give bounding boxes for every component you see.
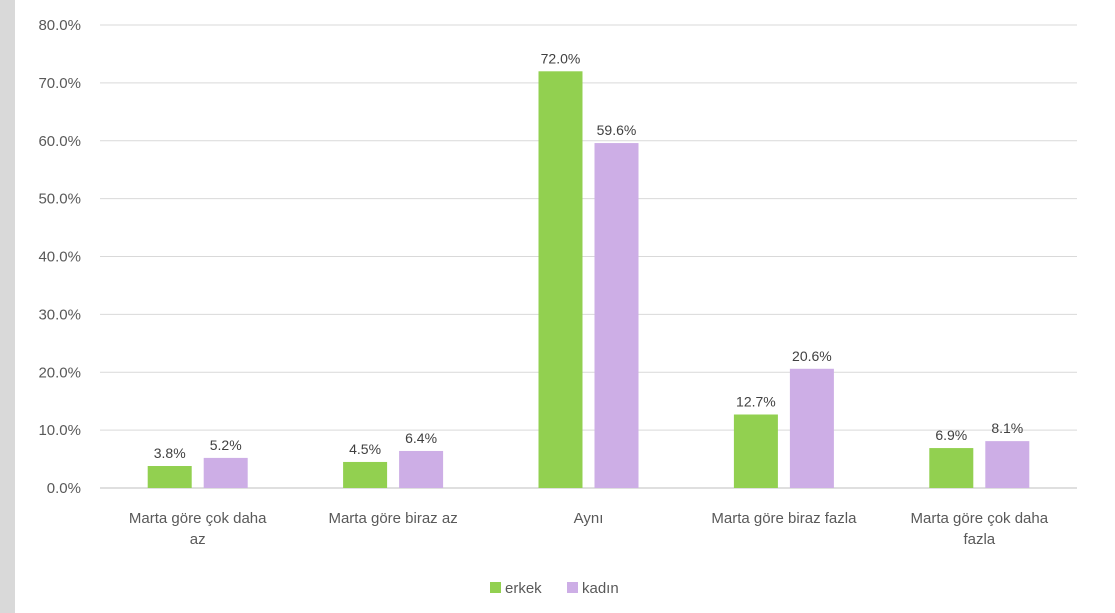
bar-kadın-1 <box>399 451 443 488</box>
y-tick-label: 30.0% <box>38 306 81 323</box>
bar-erkek-3 <box>734 414 778 488</box>
y-tick-label: 40.0% <box>38 249 81 266</box>
legend-label-kadın: kadın <box>582 580 619 597</box>
bar-erkek-1 <box>343 462 387 488</box>
y-axis-ticks: 0.0% 10.0% 20.0% 30.0% 40.0% 50.0% 60.0% 70.0% 8… <box>38 17 81 497</box>
data-label: 4.5% <box>349 441 381 457</box>
legend-label-erkek: erkek <box>505 580 542 597</box>
category-label: Marta göre biraz az <box>328 510 457 527</box>
category-label: Marta göre biraz fazla <box>711 510 857 527</box>
bar-erkek-0 <box>148 466 192 488</box>
y-tick-label: 80.0% <box>38 17 81 34</box>
bar-chart: 0.0% 10.0% 20.0% 30.0% 40.0% 50.0% 60.0% 70.0% 8… <box>15 0 1115 613</box>
category-label: Marta göre çok daha az <box>129 510 267 548</box>
data-label: 12.7% <box>736 393 776 409</box>
category-label: Aynı <box>574 510 604 527</box>
y-tick-label: 50.0% <box>38 191 81 208</box>
y-tick-label: 20.0% <box>38 364 81 381</box>
bar-kadın-2 <box>595 143 639 488</box>
chart-area: 0.0% 10.0% 20.0% 30.0% 40.0% 50.0% 60.0% 70.0% 8… <box>15 0 1115 613</box>
category-label: Marta göre çok daha fazla <box>911 510 1049 548</box>
bar-erkek-4 <box>929 448 973 488</box>
legend-swatch-kadın <box>567 582 578 593</box>
legend: erkek kadın <box>490 580 619 597</box>
data-label: 5.2% <box>210 437 242 453</box>
data-label: 59.6% <box>597 122 637 138</box>
bar-kadın-3 <box>790 369 834 488</box>
data-label: 6.4% <box>405 430 437 446</box>
y-tick-label: 70.0% <box>38 75 81 92</box>
bar-kadın-0 <box>204 458 248 488</box>
gridlines <box>100 25 1077 488</box>
legend-swatch-erkek <box>490 582 501 593</box>
bar-erkek-2 <box>539 71 583 488</box>
data-label: 6.9% <box>935 427 967 443</box>
data-labels: 3.8% 5.2% 4.5% 6.4% 72.0% 59.6% 12.7% 20.6% 6.9%… <box>154 50 1024 461</box>
y-tick-label: 10.0% <box>38 422 81 439</box>
x-axis-labels: Marta göre çok daha az Marta göre biraz az… <box>129 510 1049 548</box>
bar-kadın-4 <box>985 441 1029 488</box>
y-tick-label: 0.0% <box>47 480 81 497</box>
data-label: 8.1% <box>991 420 1023 436</box>
data-label: 20.6% <box>792 348 832 364</box>
data-label: 3.8% <box>154 445 186 461</box>
data-label: 72.0% <box>541 50 581 66</box>
y-tick-label: 60.0% <box>38 133 81 150</box>
bars <box>148 71 1030 488</box>
